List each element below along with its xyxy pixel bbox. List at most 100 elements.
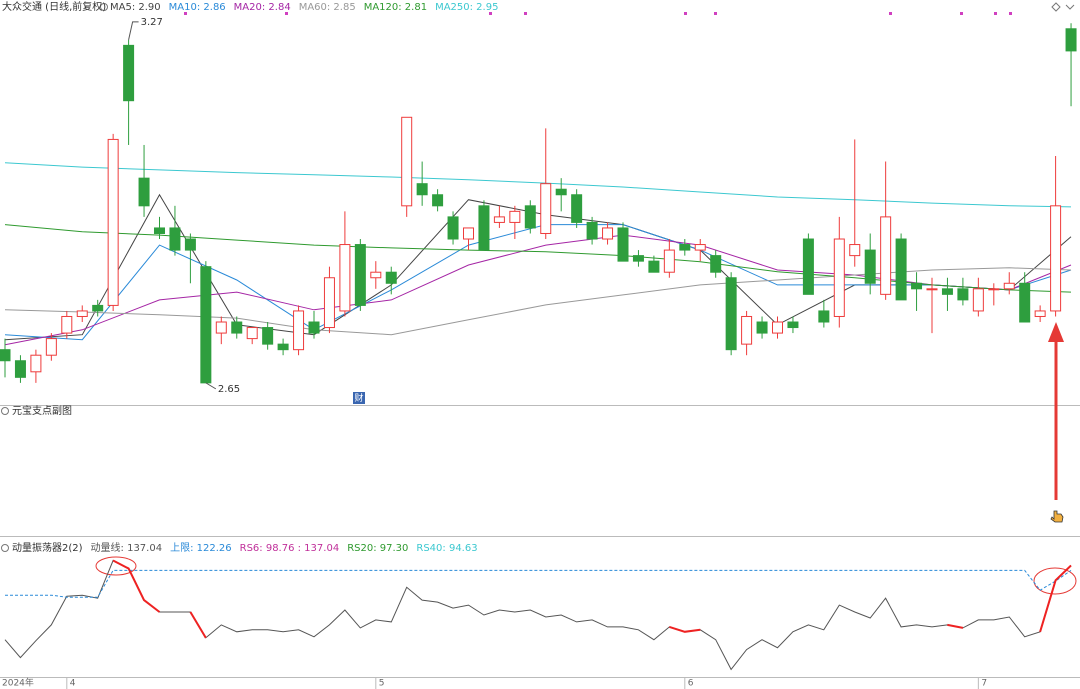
candle-body xyxy=(262,327,274,345)
top-markers xyxy=(184,12,1012,15)
legend-entry: RS6: 98.76 : 137.04 xyxy=(240,543,340,554)
oscillator-line xyxy=(4,559,1072,671)
candle-body xyxy=(926,288,938,291)
event-marker[interactable] xyxy=(353,392,365,404)
candle-body xyxy=(694,244,706,251)
candle-body xyxy=(710,255,722,273)
candle-body xyxy=(957,288,969,301)
candle-body xyxy=(880,216,892,295)
candle-body xyxy=(1003,282,1015,290)
highlight-segment xyxy=(189,611,207,639)
candle-body xyxy=(911,282,923,290)
highlight-segment xyxy=(1039,564,1072,633)
candle-body xyxy=(45,338,57,356)
candle-body xyxy=(864,249,876,284)
legend-icon[interactable] xyxy=(1,544,9,552)
candle-body xyxy=(339,244,351,312)
candle-body xyxy=(123,44,135,102)
candle-body xyxy=(14,360,26,378)
candle-body xyxy=(617,227,629,262)
candle-body xyxy=(370,271,382,279)
highlight-segment xyxy=(947,623,964,629)
legend-entry: 动量线: 137.04 xyxy=(91,541,163,554)
candle-body xyxy=(663,249,675,273)
candle-body xyxy=(555,188,567,196)
event-marker-text: 财 xyxy=(354,392,363,404)
legend-icon[interactable] xyxy=(1,407,9,415)
candle-body xyxy=(972,288,984,312)
candle-body xyxy=(107,138,119,306)
candle-body xyxy=(447,216,459,240)
legend-entry: MA20: 2.84 xyxy=(234,2,291,13)
candle-body xyxy=(432,194,444,207)
candle-body xyxy=(308,321,320,334)
candle-body xyxy=(1019,282,1031,323)
candle-body xyxy=(92,304,104,312)
toolbar-icons[interactable] xyxy=(1051,2,1075,12)
highlight-ellipse xyxy=(1033,567,1077,595)
candle-body xyxy=(772,321,783,334)
candle-body xyxy=(586,221,598,240)
panel-title: 元宝支点副图 xyxy=(12,404,72,417)
candle-body xyxy=(76,310,88,317)
candle-body xyxy=(602,227,614,240)
candle-body xyxy=(571,194,583,223)
candle-body xyxy=(416,183,428,196)
candle-body xyxy=(169,227,181,251)
candle-body xyxy=(246,327,258,340)
candle-body xyxy=(941,288,953,295)
candle-body xyxy=(354,244,366,306)
candle-body xyxy=(463,227,474,240)
candle-body xyxy=(632,255,644,262)
candle-body xyxy=(802,238,814,295)
candle-body xyxy=(540,183,552,234)
annotation-label: 2.65 xyxy=(218,384,240,395)
candle-body xyxy=(385,271,397,284)
arrow xyxy=(1048,322,1064,500)
chart-title: 大众交通 (日线,前复权) xyxy=(2,0,106,13)
x-tick-label: 4 xyxy=(70,679,76,689)
candle-body xyxy=(679,244,691,251)
annotation-label: 3.27 xyxy=(141,17,163,28)
candle-body xyxy=(833,238,845,317)
candle-body xyxy=(293,310,305,351)
candle-body xyxy=(741,315,753,345)
candle-body xyxy=(138,177,150,207)
legend-entry: RS40: 94.63 xyxy=(416,543,477,554)
annotation-pointer xyxy=(205,382,217,390)
x-tick-label: 6 xyxy=(688,679,694,689)
candle-body xyxy=(0,349,11,362)
legend-icon[interactable] xyxy=(100,3,108,11)
candle-body xyxy=(154,227,165,234)
candle-body xyxy=(787,321,799,329)
candle-body xyxy=(725,277,737,351)
year-label: 2024年 xyxy=(2,677,34,689)
candle-body xyxy=(478,205,490,251)
candle-body xyxy=(524,205,536,229)
candle-body xyxy=(648,260,660,273)
candle-body xyxy=(61,315,73,334)
candle-body xyxy=(200,266,212,384)
legend-entry: 上限: 122.26 xyxy=(170,542,232,554)
legend-entry: RS20: 97.30 xyxy=(347,543,408,554)
candle-body xyxy=(1065,28,1077,52)
candle-body xyxy=(30,354,42,373)
candle-body xyxy=(215,321,227,334)
legend-entry: MA60: 2.85 xyxy=(299,2,356,13)
candle-body xyxy=(849,244,861,257)
hand-cursor xyxy=(1050,510,1064,523)
annotation-pointer xyxy=(128,21,139,40)
candle-body xyxy=(818,310,830,323)
legend-entry: MA5: 2.90 xyxy=(110,2,161,13)
candle-body xyxy=(493,216,505,223)
candle-body xyxy=(509,210,521,223)
panel-title: 动量振荡器2(2) xyxy=(12,541,83,554)
candle-body xyxy=(231,321,243,334)
legend-entry: MA10: 2.86 xyxy=(169,2,226,13)
candle-body xyxy=(323,277,335,329)
legend-entry: MA250: 2.95 xyxy=(435,2,498,13)
candle-body xyxy=(184,238,196,251)
candle-body xyxy=(401,116,413,207)
candle-body xyxy=(277,343,289,351)
